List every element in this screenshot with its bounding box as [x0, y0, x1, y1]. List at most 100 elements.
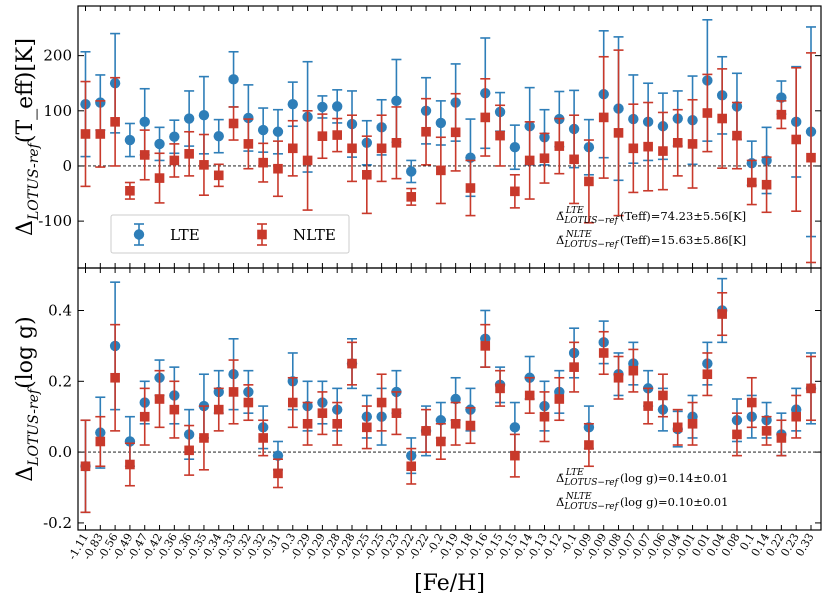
- point-lte: [183, 113, 195, 124]
- axis-frame-bottom: [77, 267, 822, 531]
- point-nlte: [776, 109, 787, 120]
- stat-lte: Δ̄LOTUS−refLTE (log g)=0.14±0.01: [556, 468, 728, 488]
- point-nlte: [776, 433, 787, 443]
- stat-lte: Δ̄LOTUS−refLTE (Teff)=74.23±5.56[K]: [556, 206, 746, 226]
- point-nlte: [287, 143, 298, 154]
- point-nlte: [287, 397, 298, 408]
- point-nlte: [643, 401, 653, 411]
- point-lte: [257, 124, 269, 136]
- point-lte: [435, 415, 447, 426]
- point-nlte: [495, 383, 505, 394]
- point-nlte: [791, 411, 801, 422]
- legend-box: [110, 214, 350, 254]
- point-lte: [139, 116, 150, 128]
- ytick-label: -0.2: [43, 514, 72, 532]
- point-nlte: [110, 117, 120, 127]
- point-nlte: [302, 155, 313, 166]
- series-nlte: [80, 291, 816, 514]
- point-nlte: [421, 126, 431, 137]
- point-nlte: [732, 429, 742, 440]
- ytick-label: 200: [43, 47, 72, 65]
- point-nlte: [243, 139, 254, 149]
- ytick-label: -100: [38, 212, 72, 230]
- y-axis-label: ΔLOTUS-ref(T_eff)[K]: [13, 38, 42, 236]
- point-nlte: [362, 422, 372, 433]
- point-nlte: [732, 130, 742, 141]
- point-nlte: [554, 394, 565, 404]
- point-nlte: [717, 309, 727, 319]
- point-nlte: [613, 128, 624, 138]
- point-lte: [154, 138, 165, 150]
- ytick-label: 0.0: [48, 443, 72, 461]
- point-nlte: [524, 390, 535, 401]
- legend-lte-label: LTE: [170, 226, 200, 244]
- point-nlte: [213, 170, 224, 181]
- point-lte: [228, 74, 239, 85]
- point-nlte: [672, 422, 683, 433]
- point-nlte: [80, 129, 91, 139]
- point-nlte: [554, 141, 565, 151]
- point-nlte: [450, 418, 461, 429]
- point-nlte: [436, 436, 446, 447]
- point-nlte: [687, 418, 698, 429]
- point-nlte: [317, 131, 328, 141]
- point-nlte: [302, 418, 313, 429]
- point-nlte: [510, 450, 520, 461]
- point-nlte: [406, 192, 417, 202]
- series-lte: [80, 18, 817, 238]
- point-nlte: [539, 411, 550, 422]
- point-nlte: [702, 369, 713, 380]
- point-nlte: [95, 129, 106, 139]
- point-nlte: [539, 153, 550, 164]
- point-nlte: [243, 397, 254, 408]
- point-nlte: [110, 372, 120, 383]
- point-lte: [391, 95, 402, 107]
- point-nlte: [95, 436, 106, 447]
- point-nlte: [717, 113, 727, 124]
- stat-nlte: Δ̄LOTUS−refNLTE (Teff)=15.63±5.86[K]: [556, 230, 746, 250]
- point-lte: [509, 142, 521, 153]
- point-nlte: [480, 341, 491, 351]
- point-nlte: [480, 112, 491, 123]
- point-nlte: [569, 362, 579, 372]
- point-lte: [332, 101, 343, 112]
- point-nlte: [628, 365, 639, 376]
- point-nlte: [347, 143, 357, 154]
- point-nlte: [421, 426, 431, 436]
- point-nlte: [258, 433, 268, 443]
- point-nlte: [613, 372, 624, 383]
- point-nlte: [687, 139, 698, 149]
- legend-nlte-label: NLTE: [293, 226, 336, 244]
- point-nlte: [362, 169, 372, 180]
- point-lte: [243, 112, 254, 124]
- point-nlte: [184, 149, 194, 159]
- point-nlte: [228, 387, 239, 397]
- point-lte: [213, 130, 224, 142]
- point-nlte: [806, 383, 816, 394]
- point-nlte: [465, 183, 476, 193]
- point-nlte: [317, 408, 328, 418]
- point-lte: [450, 393, 461, 405]
- point-nlte: [169, 155, 180, 166]
- point-nlte: [80, 461, 91, 472]
- point-nlte: [584, 440, 594, 450]
- point-nlte: [465, 420, 476, 431]
- point-nlte: [702, 108, 713, 118]
- point-nlte: [391, 137, 402, 148]
- y-axis-label: ΔLOTUS-ref(log g): [13, 316, 42, 481]
- point-nlte: [273, 468, 283, 479]
- x-axis-label: [Fe/H]: [414, 571, 485, 596]
- ytick-label: 0.4: [48, 301, 72, 319]
- point-lte: [124, 134, 136, 146]
- point-nlte: [184, 445, 194, 456]
- point-nlte: [332, 418, 343, 429]
- legend-lte-marker: [133, 229, 145, 240]
- legend: LTE NLTE: [110, 214, 350, 254]
- point-nlte: [450, 127, 461, 138]
- point-nlte: [806, 152, 816, 163]
- point-nlte: [376, 397, 387, 408]
- point-nlte: [598, 112, 609, 123]
- point-nlte: [436, 165, 446, 176]
